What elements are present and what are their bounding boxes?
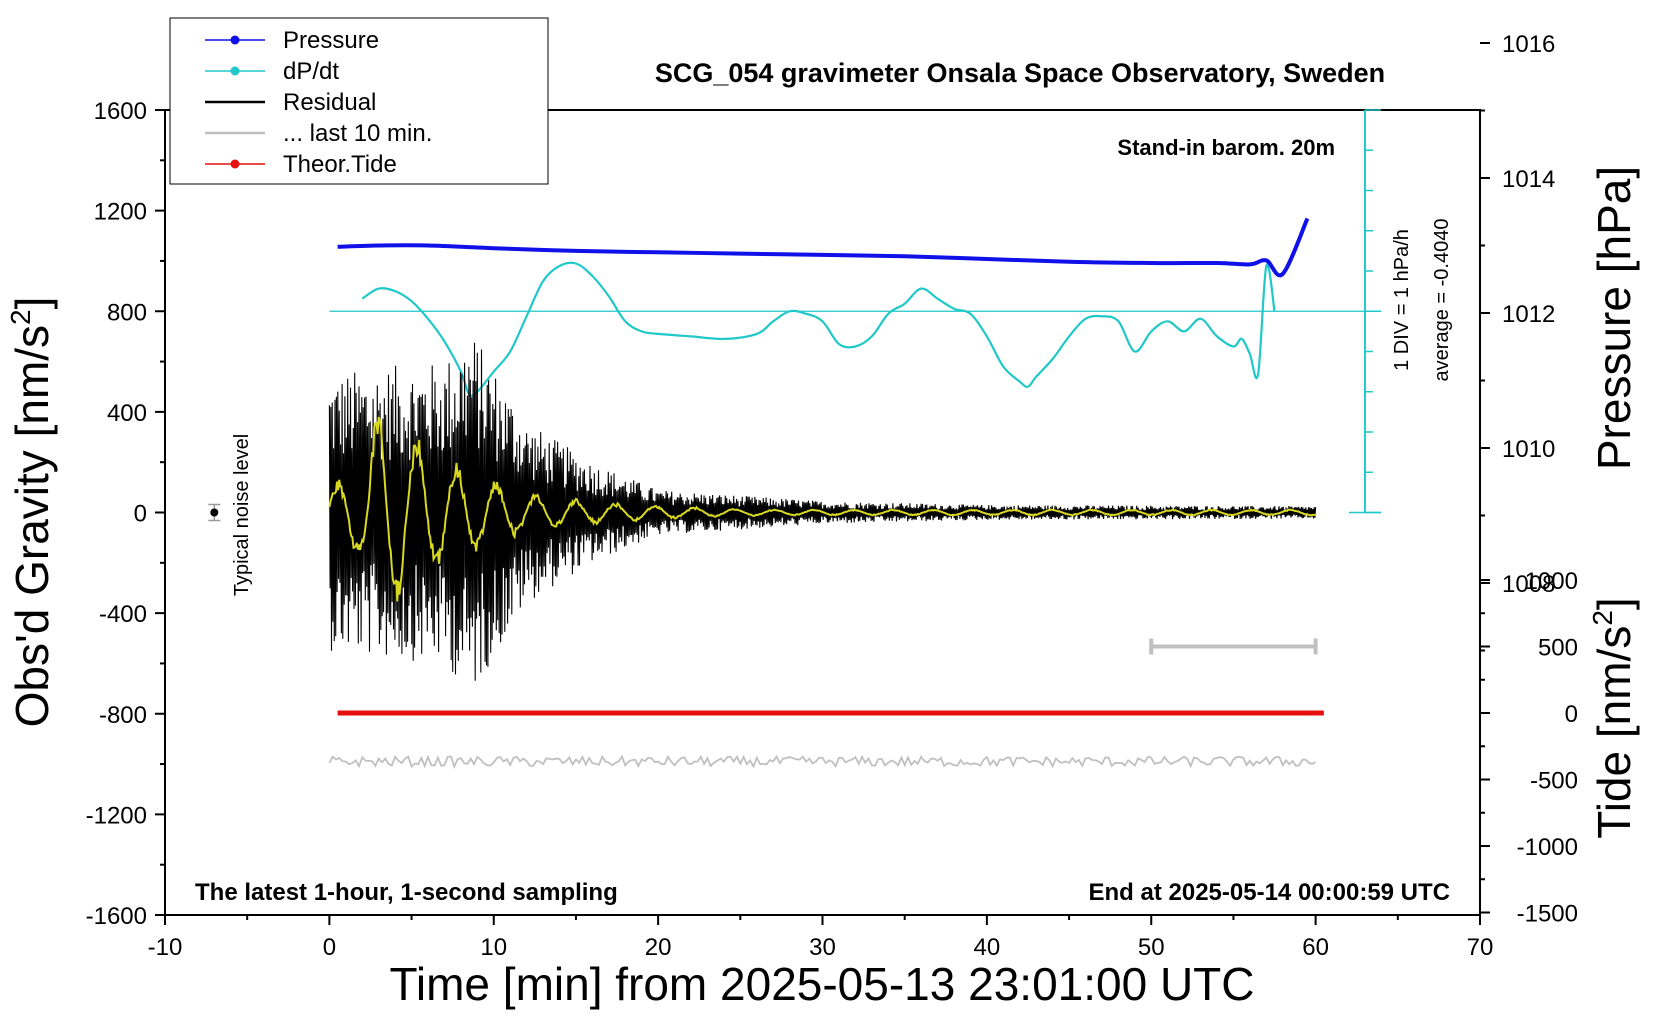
series-layer (328, 217, 1324, 769)
y-tick-label: 800 (107, 299, 147, 326)
pressure-tick-label: 1014 (1502, 166, 1555, 193)
left-axis-label-main: Obs'd Gravity [nm/s (6, 325, 58, 727)
x-tick-label: 50 (1138, 934, 1165, 961)
y-tick-label: 1200 (94, 199, 147, 226)
y-tick-label: -1600 (86, 903, 147, 930)
x-tick-label: 40 (974, 934, 1001, 961)
x-tick-label: 10 (480, 934, 507, 961)
legend-marker (230, 66, 240, 76)
y-tick-label: -1200 (86, 802, 147, 829)
chart-title: SCG_054 gravimeter Onsala Space Observat… (655, 58, 1385, 88)
left-axis-label-close: ] (6, 297, 58, 310)
tide-tick-label: 0 (1565, 701, 1578, 728)
y-tick-label: -400 (99, 601, 147, 628)
noise-level-label: Typical noise level (231, 434, 253, 596)
tide-tick-label: 500 (1538, 635, 1578, 662)
pressure-tick-label: 1008 (1502, 571, 1555, 598)
tide-axis-label-close: ] (1588, 597, 1640, 610)
legend-entries: Pressure dP/dt Residual ... last 10 min. The… (205, 27, 432, 178)
left-axis-ticks: 1600 1200 800 400 0 -400 -800 -1200 -1600 (86, 98, 165, 930)
left-axis-label-sup: 2 (5, 309, 36, 325)
legend-marker (230, 35, 240, 45)
y-tick-label: 400 (107, 400, 147, 427)
x-axis-label: Time [min] from 2025-05-13 23:01:00 UTC (390, 958, 1255, 1010)
pressure-tick-label: 1012 (1502, 301, 1555, 328)
pressure-tick-label: 1016 (1502, 31, 1555, 58)
x-tick-label: -10 (148, 934, 183, 961)
x-tick-label: 20 (645, 934, 672, 961)
annotation-marks (208, 109, 1382, 655)
legend-marker (230, 159, 240, 169)
pressure-axis-label: Pressure [hPa] (1588, 166, 1640, 470)
sampling-note: The latest 1-hour, 1-second sampling (195, 879, 618, 906)
y-tick-label: 1600 (94, 98, 147, 125)
legend-label: ... last 10 min. (283, 120, 432, 147)
x-axis-ticks: -10 0 10 20 30 40 50 60 70 (148, 915, 1494, 961)
tide-axis-label-sup: 2 (1587, 610, 1618, 626)
pressure-tick-label: 1010 (1502, 436, 1555, 463)
y-tick-label: -800 (99, 702, 147, 729)
x-tick-label: 60 (1302, 934, 1329, 961)
left-axis-label: Obs'd Gravity [nm/s2] (5, 297, 58, 728)
dpdt-line (361, 261, 1276, 398)
legend-label: Pressure (283, 27, 379, 54)
filtered-residual-line (328, 416, 1317, 602)
stand-in-barometer-note: Stand-in barom. 20m (1117, 135, 1335, 160)
tide-tick-label: -1500 (1517, 901, 1578, 928)
legend-label: dP/dt (283, 58, 339, 85)
legend: Pressure dP/dt Residual ... last 10 min. The… (169, 17, 549, 185)
legend-label: Residual (283, 89, 376, 116)
x-tick-label: 70 (1467, 934, 1494, 961)
pressure-axis-ticks: 1016 1014 1012 1010 1008 (1480, 31, 1555, 652)
tide-tick-label: 1000 (1525, 568, 1578, 595)
y-tick-label: 0 (134, 501, 147, 528)
dpdt-average-label: average = -0.4040 (1431, 219, 1453, 382)
tide-axis-ticks: 1000 500 0 -500 -1000 -1500 (1480, 568, 1578, 928)
legend-label: Theor.Tide (283, 151, 397, 178)
end-time-note: End at 2025-05-14 00:00:59 UTC (1089, 879, 1451, 906)
x-tick-label: 30 (809, 934, 836, 961)
tide-tick-label: -500 (1530, 768, 1578, 795)
tide-axis-label-main: Tide [nm/s (1588, 626, 1640, 839)
pressure-line (337, 217, 1310, 278)
last-10-min-line (328, 754, 1317, 769)
tide-tick-label: -1000 (1517, 834, 1578, 861)
x-tick-label: 0 (323, 934, 336, 961)
noise-level-dot (210, 508, 219, 517)
tide-axis-label: Tide [nm/s2] (1587, 597, 1640, 838)
dpdt-division-label: 1 DIV = 1 hPa/h (1391, 229, 1413, 371)
